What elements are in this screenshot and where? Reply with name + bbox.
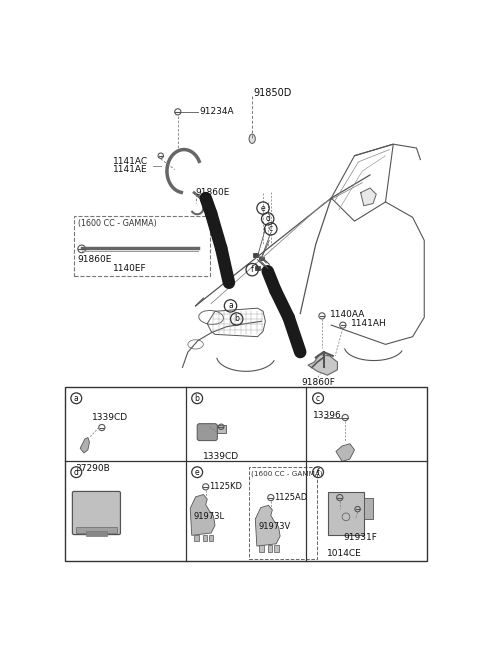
Text: 1339CD: 1339CD	[92, 413, 128, 422]
Bar	[274, 545, 278, 552]
Text: 1141AH: 1141AH	[350, 319, 386, 328]
Bar	[203, 535, 207, 541]
Text: 1140AA: 1140AA	[330, 310, 365, 319]
Bar	[259, 256, 264, 260]
Text: 1339CD: 1339CD	[204, 451, 240, 461]
Text: f: f	[317, 468, 320, 477]
Text: b: b	[234, 314, 239, 323]
Text: 91860E: 91860E	[196, 188, 230, 197]
Bar	[255, 266, 260, 270]
Polygon shape	[308, 354, 337, 375]
Text: f: f	[251, 265, 253, 274]
Bar	[268, 545, 272, 552]
Bar	[74, 216, 210, 276]
Text: 1141AC: 1141AC	[113, 157, 148, 167]
Text: b: b	[195, 394, 200, 403]
Text: 1140EF: 1140EF	[113, 264, 146, 273]
Bar	[253, 253, 258, 256]
Polygon shape	[255, 505, 280, 546]
Bar	[364, 498, 373, 519]
Polygon shape	[360, 188, 376, 206]
Text: 91234A: 91234A	[200, 108, 234, 116]
Polygon shape	[190, 495, 215, 535]
Polygon shape	[336, 443, 355, 461]
Text: 91860F: 91860F	[301, 378, 335, 386]
Bar	[85, 531, 107, 536]
Ellipse shape	[249, 134, 255, 144]
Text: 1125KD: 1125KD	[209, 482, 242, 491]
Text: 91860E: 91860E	[78, 255, 112, 264]
Text: 1014CE: 1014CE	[326, 549, 361, 558]
FancyBboxPatch shape	[72, 491, 120, 535]
Text: 1125AD: 1125AD	[274, 493, 307, 502]
Text: 1141AE: 1141AE	[113, 165, 147, 174]
Text: 91973L: 91973L	[193, 512, 225, 521]
Bar	[328, 492, 364, 535]
Bar	[75, 527, 117, 533]
Text: e: e	[195, 468, 200, 477]
Text: 91973V: 91973V	[258, 522, 291, 531]
Text: c: c	[269, 224, 273, 234]
Bar	[216, 425, 226, 433]
Text: d: d	[265, 215, 270, 223]
Bar	[65, 387, 427, 561]
Bar	[249, 467, 317, 559]
Text: a: a	[228, 301, 233, 310]
Text: 91850D: 91850D	[254, 88, 292, 98]
Text: (1600 CC - GAMMA): (1600 CC - GAMMA)	[252, 470, 323, 477]
Bar	[209, 535, 214, 541]
FancyBboxPatch shape	[197, 424, 217, 441]
Text: c: c	[316, 394, 320, 403]
Text: a: a	[74, 394, 79, 403]
Text: e: e	[261, 203, 265, 213]
Text: 37290B: 37290B	[75, 464, 110, 473]
Text: (1600 CC - GAMMA): (1600 CC - GAMMA)	[78, 219, 156, 228]
Bar	[259, 545, 264, 552]
Polygon shape	[80, 438, 89, 453]
Bar	[194, 535, 199, 541]
Text: 91931F: 91931F	[344, 533, 378, 542]
Text: 13396: 13396	[312, 411, 341, 420]
Text: d: d	[74, 468, 79, 477]
